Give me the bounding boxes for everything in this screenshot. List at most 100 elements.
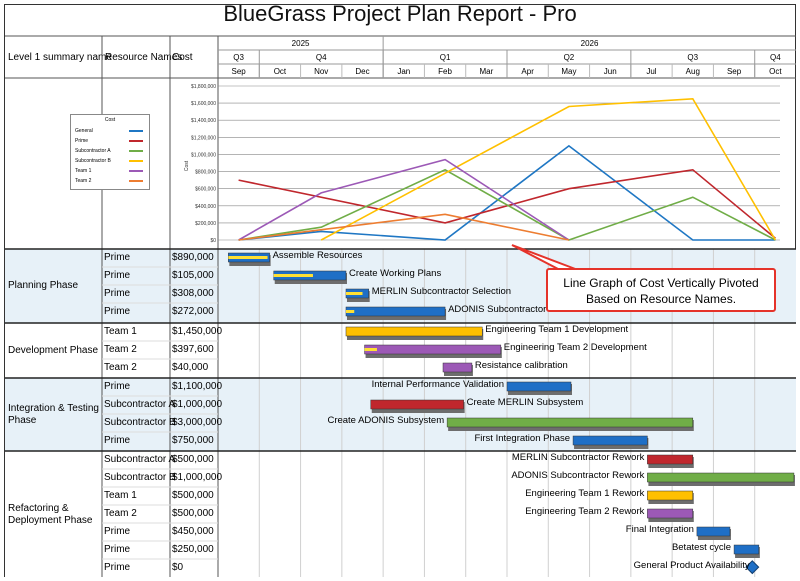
task-cost: $1,000,000 [172, 399, 223, 410]
legend-swatch [129, 170, 143, 172]
resource-name: Prime [104, 381, 131, 392]
month-label: Aug [685, 67, 700, 76]
task-cost: $397,600 [172, 344, 214, 355]
task-label: ADONIS Subcontractor Rework [511, 470, 645, 481]
resource-name: Team 1 [104, 490, 137, 501]
legend-label: Team 2 [75, 178, 92, 184]
resource-name: Subcontractor A [104, 399, 176, 410]
column-header-cost: Cost [172, 52, 193, 63]
resource-name: Team 2 [104, 362, 137, 373]
legend-item: General [75, 127, 147, 135]
month-label: May [561, 67, 577, 76]
month-label: Apr [521, 67, 534, 76]
column-header-resource: Resource Names [105, 52, 183, 63]
task-cost: $500,000 [172, 454, 214, 465]
task-cost: $1,100,000 [172, 381, 223, 392]
resource-name: Prime [104, 435, 131, 446]
legend-item: Subcontractor A [75, 147, 147, 155]
legend-swatch [129, 130, 143, 132]
month-label: Sep [726, 67, 742, 76]
resource-name: Prime [104, 562, 131, 573]
phase-name: Integration & Testing Phase [8, 402, 99, 426]
quarter-label: Q4 [315, 53, 327, 62]
legend-label: Team 1 [75, 168, 92, 174]
legend-swatch [129, 140, 143, 142]
resource-name: Team 2 [104, 508, 137, 519]
legend-label: General [75, 128, 93, 134]
task-label: Engineering Team 1 Development [485, 324, 629, 335]
legend-label: Subcontractor B [75, 158, 111, 164]
task-cost: $308,000 [172, 288, 214, 299]
task-cost: $0 [172, 562, 184, 573]
task-cost: $272,000 [172, 306, 214, 317]
task-cost: $105,000 [172, 270, 214, 281]
month-label: Oct [769, 67, 782, 76]
task-label: First Integration Phase [474, 433, 571, 444]
resource-name: Team 1 [104, 326, 137, 337]
resource-name: Team 2 [104, 344, 137, 355]
task-cost: $40,000 [172, 362, 209, 373]
task-label: General Product Availability [633, 560, 750, 571]
legend-item: Team 2 [75, 177, 147, 185]
column-header-summary: Level 1 summary name [8, 52, 112, 63]
task-label: Engineering Team 2 Development [503, 342, 647, 353]
resource-name: Subcontractor B [104, 472, 176, 483]
resource-name: Prime [104, 306, 131, 317]
task-cost: $1,000,000 [172, 472, 223, 483]
month-label: Jan [397, 67, 411, 76]
month-label: Oct [273, 67, 287, 76]
legend-item: Team 1 [75, 167, 147, 175]
month-label: Jun [603, 67, 617, 76]
resource-name: Prime [104, 544, 131, 555]
month-label: Sep [231, 67, 246, 76]
month-label: Mar [479, 67, 494, 76]
task-label: Internal Performance Validation [371, 379, 504, 390]
quarter-label: Q4 [770, 53, 781, 62]
task-cost: $3,000,000 [172, 417, 223, 428]
report-title: BlueGrass Project Plan Report - Pro [223, 1, 577, 26]
legend-item: Prime [75, 137, 147, 145]
task-label: Engineering Team 1 Rework [525, 488, 645, 499]
legend-swatch [129, 150, 143, 152]
legend-swatch [129, 160, 143, 162]
task-label: ADONIS Subcontractor Selection [448, 304, 588, 315]
task-cost: $750,000 [172, 435, 214, 446]
task-cost: $1,450,000 [172, 326, 223, 337]
task-cost: $500,000 [172, 490, 214, 501]
quarter-label: Q2 [563, 53, 575, 62]
task-label: Betatest cycle [671, 542, 732, 553]
year-label: 2026 [580, 39, 599, 48]
resource-name: Prime [104, 526, 131, 537]
month-label: Nov [314, 67, 329, 76]
year-label: 2025 [291, 39, 310, 48]
task-label: Create MERLIN Subsystem [466, 397, 584, 408]
legend-item: Subcontractor B [75, 157, 147, 165]
resource-name: Subcontractor B [104, 417, 176, 428]
legend-title: Cost [104, 117, 116, 123]
annotation-callout: Line Graph of Cost Vertically Pivoted Ba… [546, 268, 776, 312]
task-cost: $500,000 [172, 508, 214, 519]
task-label: Create ADONIS Subsystem [327, 415, 445, 426]
resource-name: Prime [104, 252, 131, 263]
phase-name: Planning Phase [8, 280, 79, 291]
task-label: Final Integration [625, 524, 694, 535]
task-label: MERLIN Subcontractor Rework [511, 452, 645, 463]
resource-name: Prime [104, 288, 131, 299]
task-label: Assemble Resources [272, 250, 363, 261]
legend-label: Subcontractor A [75, 148, 111, 154]
task-label: Resistance calibration [474, 360, 568, 371]
month-label: Feb [438, 67, 452, 76]
quarter-label: Q1 [439, 53, 451, 62]
resource-name: Subcontractor A [104, 454, 176, 465]
task-cost: $250,000 [172, 544, 214, 555]
legend-swatch [129, 180, 143, 182]
task-cost: $450,000 [172, 526, 214, 537]
month-label: Jul [646, 67, 657, 76]
resource-name: Prime [104, 270, 131, 281]
task-label: Engineering Team 2 Rework [525, 506, 645, 517]
task-label: Create Working Plans [348, 268, 442, 279]
chart-legend: Cost General Prime Subcontractor A Subcontr… [70, 114, 150, 190]
phase-name: Refactoring & Deployment Phase [8, 502, 93, 526]
legend-label: Prime [75, 138, 89, 144]
